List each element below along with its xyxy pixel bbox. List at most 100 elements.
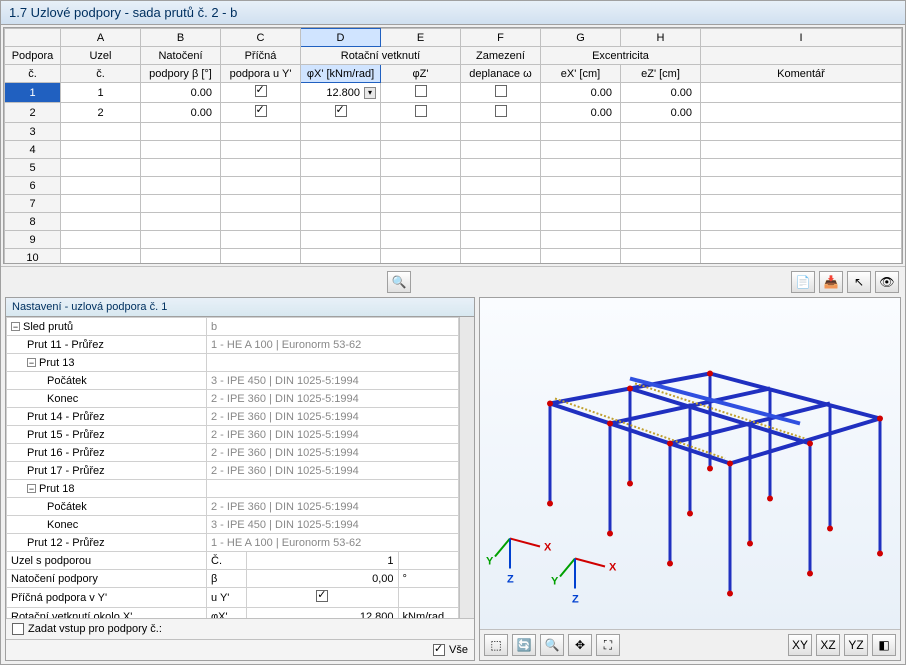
- row-header[interactable]: 6: [5, 177, 61, 195]
- row-header[interactable]: 9: [5, 231, 61, 249]
- cell-empty[interactable]: [221, 213, 301, 231]
- cell-empty[interactable]: [141, 231, 221, 249]
- cell-empty[interactable]: [541, 177, 621, 195]
- param-value[interactable]: [247, 588, 399, 608]
- tree-group[interactable]: −Sled prutů: [7, 318, 207, 336]
- cell-empty[interactable]: [701, 123, 902, 141]
- cell-empty[interactable]: [301, 249, 381, 265]
- cell-empty[interactable]: [381, 213, 461, 231]
- cell-empty[interactable]: [301, 123, 381, 141]
- cell-empty[interactable]: [61, 213, 141, 231]
- row-header[interactable]: 10: [5, 249, 61, 265]
- cell-empty[interactable]: [541, 213, 621, 231]
- cell-empty[interactable]: [701, 159, 902, 177]
- cell-phix[interactable]: [301, 103, 381, 123]
- view-zoom-button[interactable]: 🔍: [540, 634, 564, 656]
- cell-empty[interactable]: [701, 249, 902, 265]
- cell-empty[interactable]: [461, 249, 541, 265]
- cell-empty[interactable]: [221, 249, 301, 265]
- view-iso-button[interactable]: ◧: [872, 634, 896, 656]
- cell-ex[interactable]: 0.00: [541, 83, 621, 103]
- cell-empty[interactable]: [461, 159, 541, 177]
- cell-empty[interactable]: [381, 231, 461, 249]
- cell-empty[interactable]: [141, 195, 221, 213]
- cell-empty[interactable]: [701, 195, 902, 213]
- cell-empty[interactable]: [141, 123, 221, 141]
- cell-empty[interactable]: [141, 213, 221, 231]
- import-button[interactable]: 📥: [819, 271, 843, 293]
- cell-empty[interactable]: [221, 177, 301, 195]
- cell-empty[interactable]: [61, 231, 141, 249]
- cell-empty[interactable]: [61, 159, 141, 177]
- row-header[interactable]: 1: [5, 83, 61, 103]
- export-button[interactable]: 📄: [791, 271, 815, 293]
- cell-empty[interactable]: [621, 195, 701, 213]
- cell-empty[interactable]: [621, 213, 701, 231]
- cell-empty[interactable]: [381, 249, 461, 265]
- cell-empty[interactable]: [381, 123, 461, 141]
- cell-beta[interactable]: 0.00: [141, 103, 221, 123]
- cell-uzel[interactable]: 2: [61, 103, 141, 123]
- cell-empty[interactable]: [301, 231, 381, 249]
- cell-empty[interactable]: [301, 177, 381, 195]
- cell-omega[interactable]: [461, 103, 541, 123]
- row-header[interactable]: 8: [5, 213, 61, 231]
- cell-empty[interactable]: [221, 195, 301, 213]
- cell-empty[interactable]: [61, 123, 141, 141]
- cell-empty[interactable]: [621, 141, 701, 159]
- cell-phiz[interactable]: [381, 103, 461, 123]
- cell-empty[interactable]: [381, 141, 461, 159]
- cell-empty[interactable]: [621, 123, 701, 141]
- tree-group[interactable]: −Prut 18: [7, 480, 207, 498]
- tree-item[interactable]: Prut 11 - Průřez: [7, 336, 207, 354]
- pick-button[interactable]: ↖: [847, 271, 871, 293]
- settings-tree[interactable]: −Sled prutůbPrut 11 - Průřez1 - HE A 100…: [6, 317, 459, 618]
- cell-empty[interactable]: [221, 159, 301, 177]
- param-value[interactable]: 0,00: [247, 570, 399, 588]
- cell-empty[interactable]: [701, 141, 902, 159]
- cell-beta[interactable]: 0.00: [141, 83, 221, 103]
- row-header[interactable]: 5: [5, 159, 61, 177]
- cell-empty[interactable]: [461, 141, 541, 159]
- cell-uy[interactable]: [221, 83, 301, 103]
- tree-item[interactable]: Konec: [7, 390, 207, 408]
- cell-empty[interactable]: [61, 195, 141, 213]
- view-pan-button[interactable]: ✥: [568, 634, 592, 656]
- cell-empty[interactable]: [141, 177, 221, 195]
- cell-ez[interactable]: 0.00: [621, 103, 701, 123]
- cell-empty[interactable]: [141, 159, 221, 177]
- cell-empty[interactable]: [141, 249, 221, 265]
- cell-uy[interactable]: [221, 103, 301, 123]
- cell-empty[interactable]: [221, 231, 301, 249]
- row-header[interactable]: 3: [5, 123, 61, 141]
- tree-item[interactable]: Počátek: [7, 498, 207, 516]
- cell-empty[interactable]: [541, 249, 621, 265]
- cell-empty[interactable]: [461, 177, 541, 195]
- view-rotate-button[interactable]: 🔄: [512, 634, 536, 656]
- cell-empty[interactable]: [461, 195, 541, 213]
- cell-empty[interactable]: [541, 195, 621, 213]
- cell-empty[interactable]: [221, 141, 301, 159]
- cell-empty[interactable]: [61, 141, 141, 159]
- filter-button[interactable]: 🔍: [387, 271, 411, 293]
- tree-item[interactable]: Prut 17 - Průřez: [7, 462, 207, 480]
- cell-empty[interactable]: [381, 195, 461, 213]
- cell-phix[interactable]: 12.800▾: [301, 83, 381, 103]
- cell-empty[interactable]: [381, 159, 461, 177]
- view-xy-button[interactable]: XY: [788, 634, 812, 656]
- view-select-button[interactable]: ⬚: [484, 634, 508, 656]
- zadat-checkbox[interactable]: Zadat vstup pro podpory č.:: [12, 623, 162, 635]
- cell-uzel[interactable]: 1: [61, 83, 141, 103]
- cell-empty[interactable]: [621, 249, 701, 265]
- param-value[interactable]: 12.800: [247, 608, 399, 619]
- cell-empty[interactable]: [541, 159, 621, 177]
- cell-empty[interactable]: [461, 231, 541, 249]
- cell-empty[interactable]: [621, 177, 701, 195]
- cell-empty[interactable]: [141, 141, 221, 159]
- tree-item[interactable]: Prut 16 - Průřez: [7, 444, 207, 462]
- cell-empty[interactable]: [461, 123, 541, 141]
- cell-empty[interactable]: [301, 195, 381, 213]
- cell-empty[interactable]: [541, 231, 621, 249]
- cell-empty[interactable]: [701, 177, 902, 195]
- cell-empty[interactable]: [381, 177, 461, 195]
